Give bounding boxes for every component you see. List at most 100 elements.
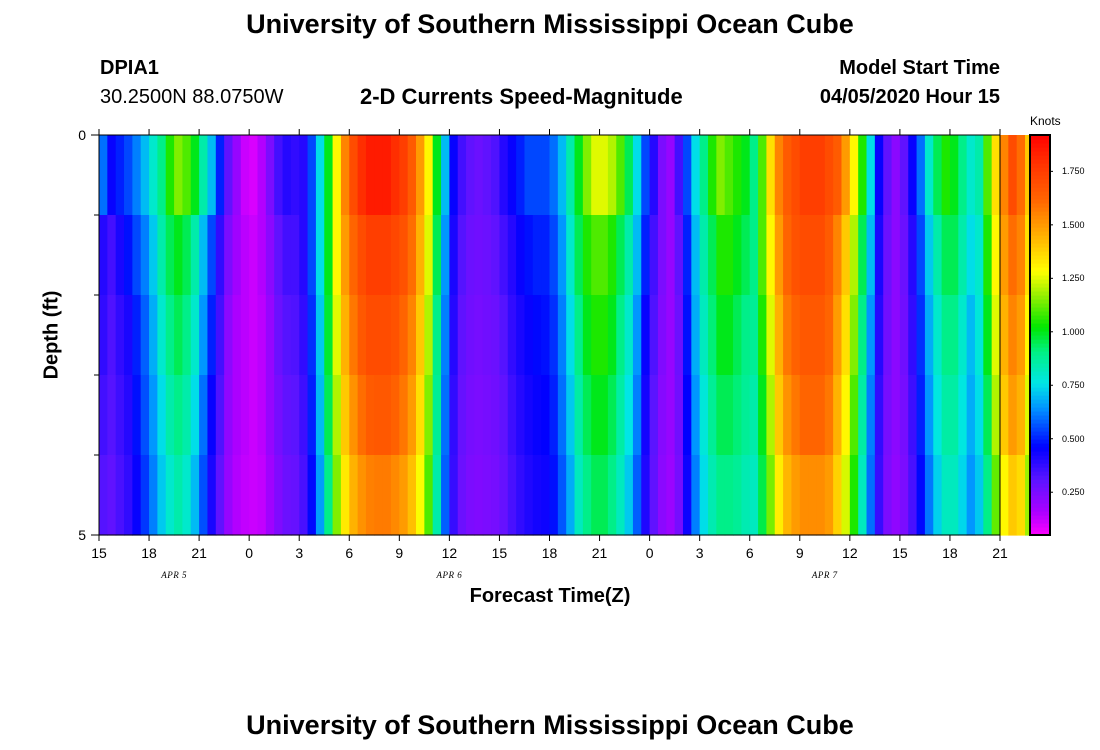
heatmap-cell: [466, 135, 476, 216]
colorbar-segment: [1031, 495, 1049, 500]
heatmap-cell: [766, 135, 776, 216]
heatmap-cell: [307, 455, 317, 536]
heatmap-cell: [1000, 135, 1009, 216]
model-start-value: 04/05/2020 Hour 15: [819, 86, 1000, 108]
heatmap-cell: [290, 215, 300, 296]
heatmap-cell: [340, 135, 350, 216]
heatmap-cell: [174, 375, 184, 456]
heatmap-cell: [232, 295, 242, 376]
heatmap-cell: [516, 375, 526, 456]
heatmap-cell: [557, 295, 567, 376]
heatmap-cell: [349, 295, 359, 376]
heatmap-cell: [324, 215, 334, 296]
heatmap-cell: [924, 295, 934, 376]
heatmap-cell: [115, 215, 125, 296]
colorbar-segment: [1031, 375, 1049, 380]
heatmap-cell: [257, 375, 267, 456]
colorbar-segment: [1031, 143, 1049, 148]
heatmap-cell: [724, 135, 734, 216]
heatmap-cell: [407, 455, 417, 536]
heatmap-cell: [149, 215, 158, 296]
heatmap-cell: [874, 215, 884, 296]
colorbar-segment: [1031, 275, 1049, 280]
colorbar-segment: [1031, 355, 1049, 360]
colorbar-segment: [1031, 531, 1049, 536]
heatmap-cell: [808, 375, 818, 456]
heatmap-cell: [616, 135, 626, 216]
heatmap-cell: [407, 295, 417, 376]
heatmap-cell: [874, 375, 884, 456]
heatmap-cell: [349, 215, 359, 296]
heatmap-cell: [249, 215, 259, 296]
heatmap-cell: [274, 135, 284, 216]
heatmap-cell: [165, 375, 175, 456]
colorbar-segment: [1031, 451, 1049, 456]
heatmap-cell: [357, 135, 367, 216]
heatmap-cell: [99, 135, 108, 216]
heatmap-cell: [516, 215, 526, 296]
heatmap-cell: [324, 375, 334, 456]
colorbar-segment: [1031, 319, 1049, 324]
heatmap-cell: [224, 455, 234, 536]
heatmap-cell: [482, 135, 492, 216]
heatmap-cell: [215, 295, 225, 376]
heatmap-cell: [749, 375, 759, 456]
heatmap-cell: [582, 135, 592, 216]
heatmap-cell: [866, 215, 876, 296]
date-label: APR 6: [436, 570, 463, 580]
heatmap-cell: [682, 375, 692, 456]
heatmap-cell: [382, 375, 392, 456]
heatmap-cell: [858, 295, 868, 376]
heatmap-cell: [833, 295, 843, 376]
heatmap-cell: [841, 135, 851, 216]
colorbar-segment: [1031, 239, 1049, 244]
heatmap-cell: [691, 135, 701, 216]
colorbar-segment: [1031, 271, 1049, 276]
heatmap-cell: [799, 135, 809, 216]
heatmap-cell: [708, 215, 717, 296]
heatmap-cell: [416, 215, 425, 296]
heatmap-cell: [149, 135, 158, 216]
heatmap-cell: [933, 375, 943, 456]
heatmap-cell: [758, 455, 767, 536]
colorbar-segment: [1031, 311, 1049, 316]
heatmap-cell: [682, 295, 692, 376]
colorbar-segment: [1031, 383, 1049, 388]
heatmap-cell: [924, 215, 934, 296]
heatmap-cell: [457, 455, 467, 536]
heatmap-cell: [491, 375, 501, 456]
heatmap-cell: [132, 455, 142, 536]
colorbar-segment: [1031, 195, 1049, 200]
heatmap-cell: [315, 135, 325, 216]
heatmap-cell: [224, 135, 234, 216]
heatmap-cell: [491, 135, 501, 216]
heatmap-cell: [991, 215, 1001, 296]
heatmap-cell: [357, 455, 367, 536]
heatmap-cell: [182, 135, 192, 216]
heatmap-cell: [382, 455, 392, 536]
heatmap-cell: [382, 295, 392, 376]
heatmap-cell: [524, 455, 534, 536]
heatmap-cell: [808, 455, 818, 536]
heatmap-cell: [374, 215, 384, 296]
heatmap-cell: [758, 295, 767, 376]
heatmap-cell: [1000, 375, 1009, 456]
colorbar-segment: [1031, 323, 1049, 328]
heatmap-cell: [816, 295, 826, 376]
heatmap-cell: [649, 215, 659, 296]
heatmap-cell: [883, 215, 893, 296]
colorbar-tick-label: 1.000: [1062, 326, 1085, 337]
heatmap-cell: [324, 295, 334, 376]
heatmap-cell: [441, 215, 450, 296]
heatmap-cell: [958, 295, 968, 376]
heatmap-cell: [249, 455, 259, 536]
model-start-label: Model Start Time: [839, 57, 1000, 79]
heatmap-cell: [582, 215, 592, 296]
x-axis-label: Forecast Time(Z): [469, 585, 631, 607]
heatmap-cell: [591, 295, 601, 376]
heatmap-cell: [265, 215, 275, 296]
heatmap-cell: [541, 135, 551, 216]
heatmap-cell: [983, 295, 993, 376]
heatmap-cell: [883, 135, 893, 216]
heatmap-cell: [799, 375, 809, 456]
